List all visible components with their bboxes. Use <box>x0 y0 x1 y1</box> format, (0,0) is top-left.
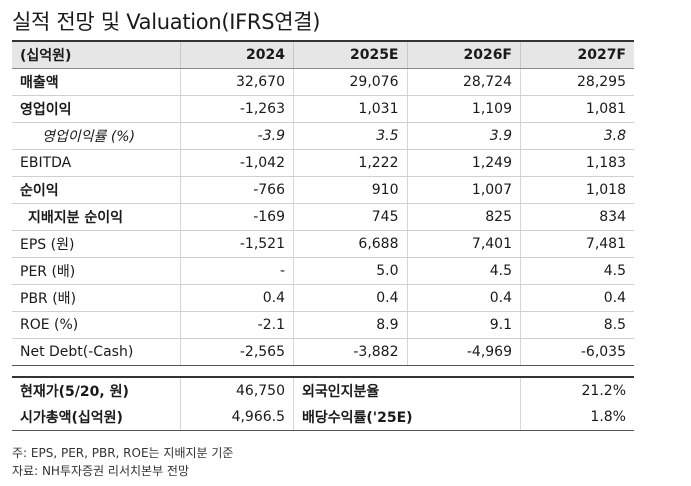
summary-row: 현재가(5/20, 원) 46,750 외국인지분율 21.2% <box>12 376 634 404</box>
cell: 910 <box>293 176 407 204</box>
market-summary-table: 현재가(5/20, 원) 46,750 외국인지분율 21.2% 시가총액(십억… <box>12 376 634 431</box>
year-header-2025e: 2025E <box>293 40 407 69</box>
table-row: 영업이익 -1,263 1,031 1,109 1,081 <box>12 95 634 123</box>
market-cap-label: 시가총액(십억원) <box>12 404 180 431</box>
cell: -2.1 <box>179 311 294 339</box>
year-header-2027f: 2027F <box>520 40 634 69</box>
summary-row: 시가총액(십억원) 4,966.5 배당수익률('25E) 1.8% <box>12 404 634 431</box>
cell: 4.5 <box>406 257 521 285</box>
cell: -1,042 <box>179 149 294 177</box>
row-label: PER (배) <box>12 257 180 285</box>
cell: 5.0 <box>293 257 407 285</box>
row-label: 영업이익률 (%) <box>12 122 180 150</box>
cell: 1,183 <box>520 149 634 177</box>
row-label: ROE (%) <box>12 311 180 339</box>
cell: 745 <box>293 203 407 231</box>
current-price-value: 46,750 <box>179 376 294 404</box>
dividend-yield-label: 배당수익률('25E) <box>293 404 521 431</box>
row-label: 지배지분 순이익 <box>12 203 180 231</box>
table-row: EBITDA -1,042 1,222 1,249 1,183 <box>12 149 634 177</box>
cell: -1,263 <box>179 95 294 123</box>
market-cap-value: 4,966.5 <box>179 404 294 431</box>
cell: 3.9 <box>406 122 521 150</box>
footnote: 주: EPS, PER, PBR, ROE는 지배지분 기준 <box>12 446 234 460</box>
cell: 0.4 <box>406 284 521 312</box>
cell: 28,724 <box>406 68 521 96</box>
row-label: 매출액 <box>12 68 180 96</box>
cell: 6,688 <box>293 230 407 258</box>
cell: -6,035 <box>520 338 634 366</box>
report-title: 실적 전망 및 Valuation(IFRS연결) <box>12 10 321 34</box>
cell: 3.8 <box>520 122 634 150</box>
cell: 7,401 <box>406 230 521 258</box>
cell: 825 <box>406 203 521 231</box>
cell: 1,007 <box>406 176 521 204</box>
cell: 1,018 <box>520 176 634 204</box>
cell: 29,076 <box>293 68 407 96</box>
cell: -3,882 <box>293 338 407 366</box>
cell: -2,565 <box>179 338 294 366</box>
row-label: PBR (배) <box>12 284 180 312</box>
cell: 7,481 <box>520 230 634 258</box>
cell: 1,222 <box>293 149 407 177</box>
unit-header: (십억원) <box>12 40 180 69</box>
foreign-ownership-value: 21.2% <box>520 376 634 404</box>
cell: 1,249 <box>406 149 521 177</box>
cell: -766 <box>179 176 294 204</box>
cell: 1,031 <box>293 95 407 123</box>
cell: 1,109 <box>406 95 521 123</box>
cell: -1,521 <box>179 230 294 258</box>
cell: - <box>179 257 294 285</box>
row-label: 영업이익 <box>12 95 180 123</box>
table-row: 영업이익률 (%) -3.9 3.5 3.9 3.8 <box>12 122 634 150</box>
row-label: 순이익 <box>12 176 180 204</box>
table-row: 순이익 -766 910 1,007 1,018 <box>12 176 634 204</box>
cell: 0.4 <box>520 284 634 312</box>
cell: 834 <box>520 203 634 231</box>
cell: 0.4 <box>179 284 294 312</box>
year-header-2026f: 2026F <box>406 40 521 69</box>
row-label: Net Debt(-Cash) <box>12 338 180 366</box>
forecast-table: (십억원) 2024 2025E 2026F 2027F 매출액 32,670 … <box>12 40 634 366</box>
cell: -169 <box>179 203 294 231</box>
table-row: PER (배) - 5.0 4.5 4.5 <box>12 257 634 285</box>
table-header-row: (십억원) 2024 2025E 2026F 2027F <box>12 40 634 69</box>
row-label: EPS (원) <box>12 230 180 258</box>
cell: 9.1 <box>406 311 521 339</box>
cell: 0.4 <box>293 284 407 312</box>
cell: 32,670 <box>179 68 294 96</box>
current-price-label: 현재가(5/20, 원) <box>12 376 180 404</box>
row-label: EBITDA <box>12 149 180 177</box>
cell: 8.5 <box>520 311 634 339</box>
cell: 28,295 <box>520 68 634 96</box>
foreign-ownership-label: 외국인지분율 <box>293 376 521 404</box>
table-row: EPS (원) -1,521 6,688 7,401 7,481 <box>12 230 634 258</box>
year-header-2024: 2024 <box>179 40 294 69</box>
cell: 3.5 <box>293 122 407 150</box>
cell: 8.9 <box>293 311 407 339</box>
table-row: 지배지분 순이익 -169 745 825 834 <box>12 203 634 231</box>
source-note: 자료: NH투자증권 리서치본부 전망 <box>12 464 190 478</box>
table-row: ROE (%) -2.1 8.9 9.1 8.5 <box>12 311 634 339</box>
cell: 4.5 <box>520 257 634 285</box>
dividend-yield-value: 1.8% <box>520 404 634 431</box>
table-row: PBR (배) 0.4 0.4 0.4 0.4 <box>12 284 634 312</box>
cell: -3.9 <box>179 122 294 150</box>
cell: -4,969 <box>406 338 521 366</box>
table-row: 매출액 32,670 29,076 28,724 28,295 <box>12 68 634 96</box>
table-row: Net Debt(-Cash) -2,565 -3,882 -4,969 -6,… <box>12 338 634 366</box>
cell: 1,081 <box>520 95 634 123</box>
